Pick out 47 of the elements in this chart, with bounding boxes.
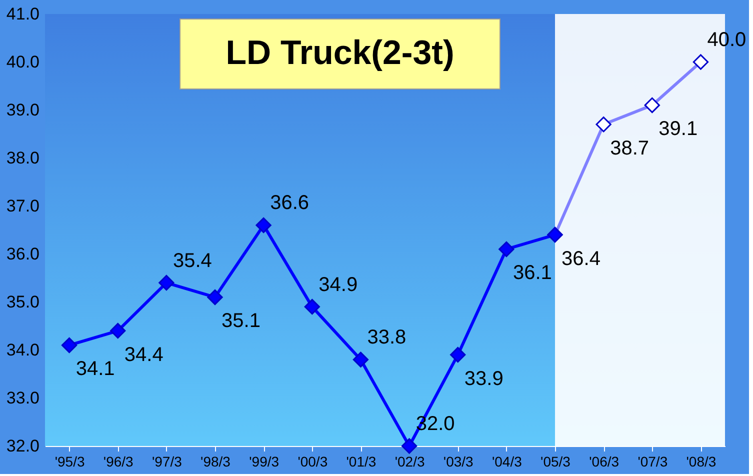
data-label: 35.1 <box>222 310 260 332</box>
x-tick-label: '98/3 <box>200 454 231 470</box>
y-tick-label: 39.0 <box>6 100 40 120</box>
point <box>401 438 418 454</box>
data-label: 33.8 <box>367 326 406 349</box>
x-tick-label: '04/3 <box>492 454 522 470</box>
data-label: 34.4 <box>124 344 164 366</box>
y-tick-label: 35.0 <box>6 292 40 312</box>
x-tick-label: '03/3 <box>443 454 474 470</box>
y-tick-label: 38.0 <box>6 148 40 168</box>
y-tick-label: 32.0 <box>6 436 40 456</box>
y-tick-label: 40.0 <box>6 52 40 72</box>
point <box>207 289 223 306</box>
text: LD Truck(2-3t) <box>226 34 454 72</box>
point <box>158 274 174 291</box>
y-tick-label: 36.0 <box>6 244 40 264</box>
point <box>304 298 320 315</box>
data-label: 34.9 <box>318 274 358 296</box>
x-tick-label: '96/3 <box>103 454 134 470</box>
point <box>352 352 369 368</box>
x-tick-label: '02/3 <box>394 454 425 470</box>
y-tick-label: 34.0 <box>6 340 40 360</box>
data-label: 36.4 <box>562 248 600 270</box>
x-tick-label: '07/3 <box>638 454 668 470</box>
x-tick-label: '97/3 <box>152 454 182 470</box>
y-tick-label: 33.0 <box>6 388 40 408</box>
x-tick-label: '01/3 <box>346 454 376 470</box>
x-tick-label: '06/3 <box>589 454 620 470</box>
data-label: 35.4 <box>172 250 212 272</box>
y-tick-label: 37.0 <box>6 196 40 216</box>
y-tick-label: 41.0 <box>6 4 40 24</box>
data-label: 33.9 <box>464 368 504 390</box>
x-tick-label: '05/3 <box>540 454 571 470</box>
point <box>498 241 514 258</box>
point <box>450 346 466 363</box>
data-label: 36.1 <box>512 262 552 284</box>
x-tick-label: '00/3 <box>298 454 328 470</box>
data-label: 39.1 <box>658 118 698 140</box>
x-tick-label: '08/3 <box>686 454 716 470</box>
point <box>110 322 126 339</box>
x-tick-label: '99/3 <box>249 454 280 470</box>
data-label: 34.1 <box>76 358 115 380</box>
point <box>256 217 272 234</box>
data-label: 36.6 <box>270 192 310 214</box>
point <box>61 337 78 354</box>
x-tick-label: '95/3 <box>54 454 85 470</box>
data-label: 38.7 <box>610 137 650 160</box>
